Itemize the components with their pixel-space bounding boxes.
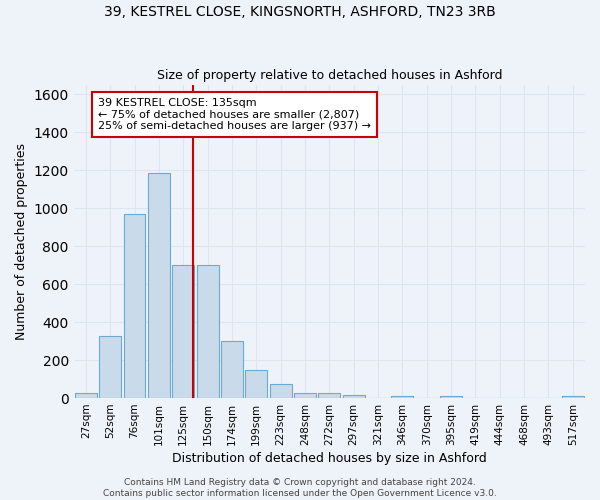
Bar [221, 341, 243, 398]
Bar [269, 384, 292, 398]
Bar [197, 265, 218, 398]
Y-axis label: Number of detached properties: Number of detached properties [15, 143, 28, 340]
Bar [99, 336, 121, 398]
Text: 39 KESTREL CLOSE: 135sqm
← 75% of detached houses are smaller (2,807)
25% of sem: 39 KESTREL CLOSE: 135sqm ← 75% of detach… [98, 98, 371, 131]
Bar [319, 394, 340, 398]
Bar [245, 370, 267, 398]
Bar [124, 214, 145, 398]
Bar [562, 396, 584, 398]
Title: Size of property relative to detached houses in Ashford: Size of property relative to detached ho… [157, 69, 502, 82]
Bar [148, 173, 170, 398]
X-axis label: Distribution of detached houses by size in Ashford: Distribution of detached houses by size … [172, 452, 487, 465]
Bar [440, 396, 462, 398]
Bar [172, 265, 194, 398]
Text: 39, KESTREL CLOSE, KINGSNORTH, ASHFORD, TN23 3RB: 39, KESTREL CLOSE, KINGSNORTH, ASHFORD, … [104, 5, 496, 19]
Bar [391, 396, 413, 398]
Bar [294, 394, 316, 398]
Bar [343, 394, 365, 398]
Text: Contains HM Land Registry data © Crown copyright and database right 2024.
Contai: Contains HM Land Registry data © Crown c… [103, 478, 497, 498]
Bar [75, 394, 97, 398]
